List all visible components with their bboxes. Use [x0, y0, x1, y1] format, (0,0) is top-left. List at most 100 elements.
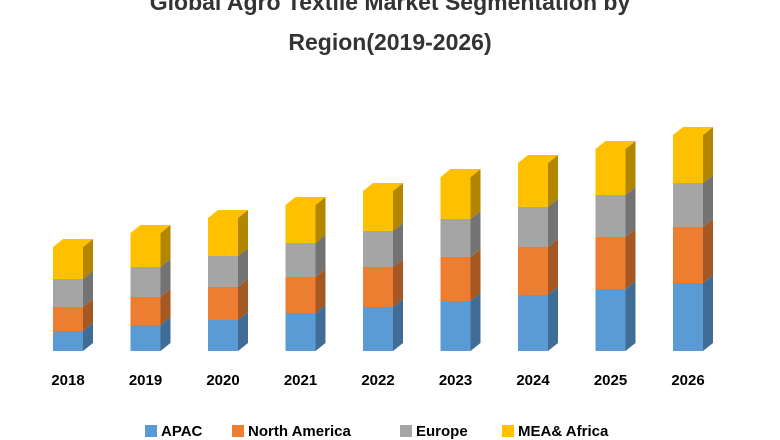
bar-top — [440, 169, 481, 177]
legend-swatch — [400, 425, 412, 437]
bar-side — [625, 187, 636, 237]
bar-top — [208, 210, 248, 218]
bar-side — [315, 269, 326, 313]
bar-top — [673, 127, 713, 135]
bar-top — [363, 183, 403, 191]
bar-side — [238, 210, 248, 256]
bar-side — [548, 287, 558, 351]
legend-label: MEA& Africa — [518, 423, 609, 440]
bar-side — [470, 249, 481, 301]
bar-top — [518, 155, 558, 163]
bar-side — [83, 271, 93, 307]
legend-swatch — [232, 425, 244, 437]
bar-segment — [673, 135, 703, 183]
bar-side — [83, 323, 93, 351]
bar-side — [548, 199, 558, 247]
bar-side — [703, 275, 713, 351]
bar-side — [315, 235, 326, 277]
bar-side — [393, 223, 403, 267]
bar-segment — [518, 207, 548, 247]
bar-side — [393, 259, 403, 307]
bar-segment — [440, 257, 471, 301]
bar-segment — [208, 287, 238, 320]
bar-segment — [363, 307, 393, 351]
bar-segment — [53, 331, 83, 351]
bar-top — [53, 239, 93, 247]
bar-segment — [53, 279, 83, 307]
bar-segment — [208, 320, 238, 351]
bar-side — [238, 279, 248, 320]
bar-top — [285, 197, 326, 205]
legend-label: APAC — [161, 423, 203, 440]
bar-segment — [595, 237, 626, 289]
bar-side — [160, 225, 171, 267]
bar-segment — [595, 289, 626, 351]
bar-side — [238, 248, 248, 287]
bar-segment — [518, 295, 548, 351]
title-box: Global Agro Textile Market Segmentation … — [149, 0, 631, 55]
bar-segment — [363, 267, 393, 307]
bar-side — [393, 183, 403, 231]
bar-side — [160, 259, 171, 297]
legend-swatch — [502, 425, 514, 437]
bar-segment — [285, 313, 316, 351]
bar-side — [625, 229, 636, 289]
x-tick-label: 2019 — [129, 372, 162, 389]
bar-segment — [363, 231, 393, 267]
x-tick-label: 2021 — [284, 372, 317, 389]
chart-title: Global Agro Textile Market Segmentation … — [149, 0, 631, 55]
plot: 2018 2019 2020 2021 2022 2023 2024 2025 2026 — [51, 127, 713, 389]
bar-side — [470, 293, 481, 351]
bar-side — [160, 317, 171, 351]
bar-segment — [440, 301, 471, 351]
x-tick-label: 2026 — [671, 372, 704, 389]
bar-side — [625, 281, 636, 351]
bar-side — [393, 299, 403, 351]
x-tick-label: 2025 — [594, 372, 627, 389]
bar-segment — [285, 277, 316, 313]
bar-side — [238, 312, 248, 351]
legend: APAC North America Europe MEA& Africa — [145, 423, 609, 440]
x-tick-label: 2024 — [516, 372, 550, 389]
bar-side — [470, 169, 481, 219]
bar-side — [83, 299, 93, 331]
bar-segment — [130, 325, 161, 351]
x-tick-label: 2022 — [361, 372, 394, 389]
bar-segment — [440, 219, 471, 257]
bar-segment — [130, 297, 161, 325]
bar-side — [703, 175, 713, 227]
x-tick-label: 2018 — [51, 372, 84, 389]
bar-side — [548, 239, 558, 295]
bar-segment — [673, 183, 703, 227]
bar-segment — [518, 247, 548, 295]
bar-side — [703, 127, 713, 183]
legend-label: North America — [248, 423, 351, 440]
bar-segment — [130, 267, 161, 297]
bar-segment — [673, 227, 703, 283]
legend-swatch — [145, 425, 157, 437]
bar-segment — [673, 283, 703, 351]
bar-segment — [208, 256, 238, 287]
bar-side — [703, 219, 713, 283]
x-tick-label: 2023 — [439, 372, 472, 389]
bar-segment — [440, 177, 471, 219]
bar-side — [315, 305, 326, 351]
bar-segment — [595, 149, 626, 195]
legend-label: Europe — [416, 423, 468, 440]
bar-side — [315, 197, 326, 243]
bar-segment — [518, 163, 548, 207]
x-tick-label: 2020 — [206, 372, 239, 389]
bar-side — [83, 239, 93, 279]
bar-top — [130, 225, 171, 233]
bar-side — [625, 141, 636, 195]
bar-segment — [363, 191, 393, 231]
bar-segment — [208, 218, 238, 256]
bar-top — [595, 141, 636, 149]
bar-segment — [595, 195, 626, 237]
bar-segment — [53, 247, 83, 279]
bar-segment — [130, 233, 161, 267]
bar-segment — [53, 307, 83, 331]
bar-side — [160, 289, 171, 325]
bar-segment — [285, 243, 316, 277]
